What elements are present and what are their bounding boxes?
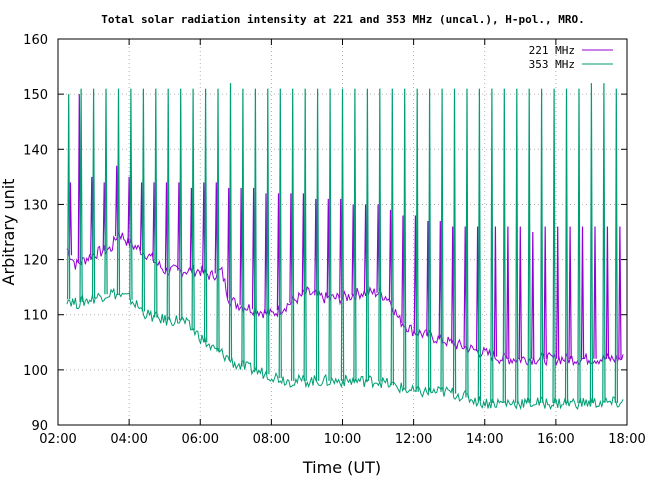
series-353-spike bbox=[315, 88, 320, 381]
x-tick-label: 12:00 bbox=[395, 432, 432, 447]
series-353-spike bbox=[353, 88, 357, 381]
series-221-spike bbox=[605, 226, 610, 359]
x-tick-label: 10:00 bbox=[324, 432, 361, 447]
series-353-spike bbox=[241, 88, 245, 367]
series-353-spike bbox=[67, 94, 71, 300]
x-tick-label: 14:00 bbox=[466, 432, 503, 447]
legend-label-353: 353 MHz bbox=[529, 58, 575, 71]
legend: 221 MHz 353 MHz bbox=[529, 44, 613, 71]
x-tick-label: 16:00 bbox=[537, 432, 574, 447]
series-353-spike bbox=[291, 88, 295, 381]
y-axis-label: Arbitrary unit bbox=[0, 179, 18, 286]
x-tick-label: 02:00 bbox=[39, 432, 76, 447]
series-353-spike bbox=[166, 88, 170, 321]
x-tick-label: 18:00 bbox=[608, 432, 645, 447]
label-layer: 02:00 04:00 06:00 08:00 10:00 12:00 14:00 16:00… bbox=[23, 33, 646, 447]
series-221-spike bbox=[493, 226, 498, 357]
chart-title: Total solar radiation intensity at 221 a… bbox=[101, 13, 584, 26]
series-353-spike bbox=[79, 88, 83, 303]
series-353-spike bbox=[552, 88, 556, 403]
series-353-spike bbox=[253, 88, 257, 371]
y-tick-label: 160 bbox=[23, 33, 48, 48]
series-353-spike bbox=[365, 88, 370, 381]
series-353-spike bbox=[340, 88, 345, 381]
series-353-spike bbox=[116, 88, 121, 295]
series-353-spike bbox=[129, 88, 133, 300]
series-353-spike bbox=[403, 88, 407, 390]
series-221-spike bbox=[506, 226, 510, 359]
series-353-spike bbox=[191, 88, 195, 331]
x-tick-label: 06:00 bbox=[182, 432, 219, 447]
series-353-spike bbox=[328, 88, 332, 381]
series-353-spike bbox=[540, 88, 544, 403]
legend-label-221: 221 MHz bbox=[529, 44, 575, 57]
series-353-spike bbox=[390, 88, 394, 386]
series-353-spike bbox=[515, 88, 519, 403]
series-353-spike bbox=[564, 88, 569, 403]
series-353-spike bbox=[266, 88, 270, 375]
series-221-spike bbox=[593, 226, 597, 359]
series-353-spike bbox=[154, 88, 158, 318]
y-tick-label: 130 bbox=[23, 198, 48, 213]
series-353-spike bbox=[141, 88, 145, 312]
series-353-spike bbox=[440, 88, 444, 392]
series-221-spike bbox=[568, 226, 572, 359]
series-353-spike bbox=[477, 88, 482, 402]
series-221-spike bbox=[531, 231, 535, 359]
series-353-spike bbox=[428, 88, 432, 392]
x-tick-label: 04:00 bbox=[110, 432, 147, 447]
y-tick-label: 100 bbox=[23, 364, 48, 379]
series-353-spike bbox=[278, 88, 282, 379]
series-353-spike bbox=[228, 83, 233, 361]
series-353-spike bbox=[577, 88, 581, 403]
series-353-spike bbox=[589, 83, 594, 403]
series-353-spike bbox=[378, 88, 382, 382]
series-353-spike bbox=[465, 88, 469, 398]
series-221-baseline bbox=[66, 230, 624, 367]
series-221-spike bbox=[543, 226, 547, 359]
series-353-spike bbox=[527, 88, 531, 403]
x-axis-label: Time (UT) bbox=[302, 458, 381, 477]
series-353-spike bbox=[216, 88, 220, 352]
y-tick-label: 150 bbox=[23, 88, 48, 103]
series-353-spike bbox=[602, 83, 606, 403]
series-layer bbox=[66, 83, 624, 411]
series-353-spike bbox=[179, 88, 183, 321]
tick-layer bbox=[57, 38, 628, 426]
series-221-spike bbox=[580, 226, 585, 359]
y-tick-label: 110 bbox=[23, 309, 48, 324]
y-tick-label: 90 bbox=[31, 419, 48, 434]
y-tick-label: 140 bbox=[23, 143, 48, 158]
series-221-spike bbox=[518, 226, 522, 359]
series-353-spike bbox=[614, 88, 618, 403]
y-tick-label: 120 bbox=[23, 254, 48, 269]
series-353-spike bbox=[203, 88, 208, 343]
series-221-spike bbox=[618, 226, 622, 359]
series-353-spike bbox=[502, 88, 506, 403]
series-353-spike bbox=[104, 88, 108, 295]
series-353-baseline bbox=[66, 287, 624, 411]
series-353-spike bbox=[415, 88, 419, 392]
series-353-spike bbox=[490, 88, 494, 403]
x-tick-label: 08:00 bbox=[253, 432, 290, 447]
series-353-spike bbox=[452, 88, 457, 394]
series-221-spike bbox=[556, 226, 560, 359]
series-353-spike bbox=[303, 88, 307, 381]
series-353-spike bbox=[91, 88, 96, 299]
